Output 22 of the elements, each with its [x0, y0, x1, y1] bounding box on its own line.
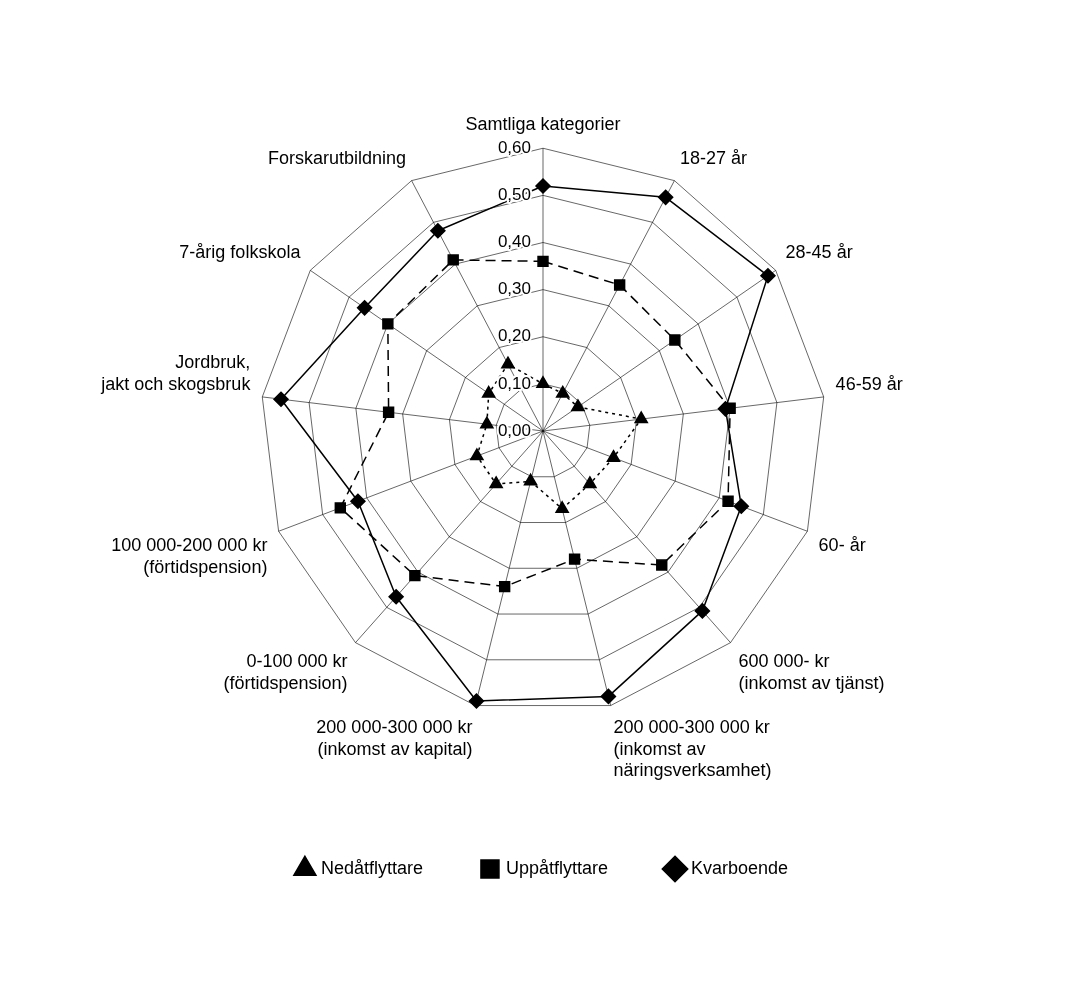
legend-label: Uppåtflyttare: [505, 857, 609, 878]
spoke-label: 200 000-300 000 kr (inkomst av näringsverksamhet): [613, 716, 772, 781]
legend-label: Nedåtflyttare: [320, 857, 423, 878]
spoke-label: 0-100 000 kr (förtidspension): [223, 651, 348, 693]
y-tick-label: 0,30: [497, 279, 531, 299]
spoke-label: Samtliga kategorier: [465, 114, 621, 135]
spoke-label: 46-59 år: [835, 373, 903, 394]
spoke-label: 7-årig folkskola: [179, 241, 302, 262]
y-tick-label: 0,40: [497, 232, 531, 252]
spoke-label: 600 000- kr (inkomst av tjänst): [738, 651, 885, 693]
spoke-label: Forskarutbildning: [267, 148, 407, 169]
spoke-label: 100 000-200 000 kr (förtidspension): [111, 535, 268, 577]
y-tick-label: 0,00: [497, 420, 531, 440]
y-tick-label: 0,60: [497, 137, 531, 157]
spoke-label: 60- år: [818, 535, 866, 556]
spoke-label: 28-45 år: [785, 241, 853, 262]
y-tick-label: 0,20: [497, 326, 531, 346]
spoke-label: 200 000-300 000 kr (inkomst av kapital): [316, 716, 473, 759]
spoke-label: Jordbruk, jakt och skogsbruk: [100, 352, 252, 394]
legend-label: Kvarboende: [691, 857, 789, 878]
spoke-label: 18-27 år: [679, 148, 748, 169]
y-tick-label: 0,10: [497, 373, 531, 393]
